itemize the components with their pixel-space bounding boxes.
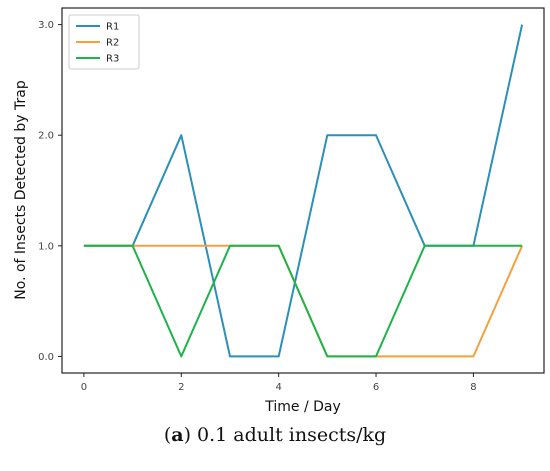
x-tick-label: 4 xyxy=(275,382,281,393)
series-line-r1 xyxy=(83,24,524,358)
legend-box xyxy=(68,14,140,70)
legend-label: R1 xyxy=(106,22,119,33)
y-tick-label: 3.0 xyxy=(38,20,54,31)
legend-label: R3 xyxy=(106,54,119,65)
legend-label: R2 xyxy=(106,38,119,49)
y-tick-label: 0.0 xyxy=(38,352,54,363)
y-tick-label: 2.0 xyxy=(38,131,54,142)
x-tick-label: 6 xyxy=(373,382,379,393)
series-lines xyxy=(83,24,524,358)
y-axis: 0.0 1.0 2.0 3.0 xyxy=(38,20,62,363)
plot-frame xyxy=(61,7,545,374)
x-axis: 0 2 4 6 8 xyxy=(81,373,477,393)
series-line-r3 xyxy=(83,244,523,358)
x-tick-label: 2 xyxy=(178,382,184,393)
caption-label: a xyxy=(171,424,184,446)
caption-text: 0.1 adult insects/kg xyxy=(190,424,387,446)
chart: 0 2 4 6 8 0.0 1.0 2.0 3.0 R1 R2 R3 Time / Day No.… xyxy=(13,7,545,415)
x-tick-label: 8 xyxy=(470,382,476,393)
figure-caption: (a) 0.1 adult insects/kg xyxy=(163,424,387,446)
x-axis-label: Time / Day xyxy=(264,399,341,415)
y-tick-label: 1.0 xyxy=(38,241,54,252)
y-axis-label: No. of Insects Detected by Trap xyxy=(13,80,29,300)
legend: R1 R2 R3 xyxy=(68,14,140,70)
x-tick-label: 0 xyxy=(81,382,87,393)
